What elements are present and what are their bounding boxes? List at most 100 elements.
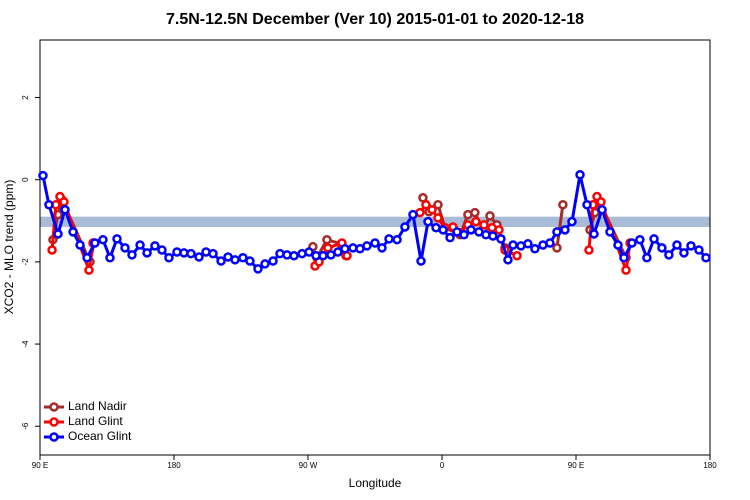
point (47, 245, 57, 255)
point (75, 240, 85, 250)
point (433, 200, 443, 210)
point (605, 227, 615, 237)
point (589, 229, 599, 239)
point (433, 213, 443, 223)
point (664, 250, 674, 260)
point (619, 253, 629, 263)
legend-marker (49, 402, 59, 412)
point (318, 250, 328, 261)
point (523, 239, 533, 249)
legend-marker (49, 432, 59, 442)
point (260, 259, 270, 269)
point (289, 250, 299, 261)
reference-band (40, 216, 710, 227)
point (416, 256, 426, 266)
point (112, 234, 122, 244)
point (142, 248, 152, 258)
point (545, 238, 555, 248)
legend-marker (49, 417, 59, 427)
x-tick-label: 90 E (568, 461, 584, 470)
point (421, 200, 431, 210)
y-tick-label: -4 (21, 340, 30, 348)
y-tick-label: 0 (21, 177, 30, 182)
point (552, 227, 562, 237)
point (150, 241, 160, 251)
point (362, 241, 372, 251)
point (657, 243, 667, 253)
chart-title: 7.5N-12.5N December (Ver 10) 2015-01-01 … (166, 11, 584, 28)
point (479, 220, 489, 230)
point (408, 209, 418, 220)
point (194, 252, 204, 262)
point (427, 204, 437, 215)
point (466, 225, 476, 235)
point (304, 247, 314, 257)
point (164, 253, 174, 263)
point (98, 234, 108, 245)
point (445, 232, 455, 243)
point (459, 230, 469, 240)
point (635, 234, 645, 245)
point (208, 248, 218, 259)
point (392, 234, 402, 245)
y-tick-label: -2 (21, 258, 30, 266)
point (627, 238, 637, 248)
point (530, 243, 540, 254)
y-axis-label: XCO2 - MLO trend (ppm) (2, 180, 16, 315)
point (59, 197, 69, 207)
point (82, 253, 92, 263)
point (596, 197, 606, 207)
point (584, 245, 594, 255)
point (135, 240, 145, 250)
point (560, 225, 570, 235)
y-tick-label: -6 (21, 422, 30, 430)
point (127, 250, 137, 260)
point (105, 253, 115, 263)
point (157, 245, 167, 255)
x-tick-label: 90 W (299, 461, 318, 470)
legend-label: Ocean Glint (68, 429, 132, 443)
x-tick-label: 180 (167, 461, 181, 470)
point (621, 265, 631, 275)
point (340, 243, 350, 254)
point (485, 211, 495, 221)
point (60, 204, 70, 215)
point (613, 240, 623, 250)
point (253, 264, 263, 274)
point (44, 200, 54, 210)
point (597, 204, 607, 215)
point (38, 170, 48, 181)
point (582, 200, 592, 210)
point (503, 255, 513, 265)
x-tick-label: 0 (440, 461, 445, 470)
point (642, 253, 652, 263)
point (508, 240, 518, 250)
point (245, 256, 255, 266)
x-axis-label: Longitude (349, 476, 402, 490)
point (384, 234, 394, 244)
point (470, 207, 480, 218)
point (552, 243, 562, 253)
legend-label: Land Glint (68, 414, 123, 428)
point (672, 240, 682, 250)
point (575, 170, 585, 180)
point (84, 265, 94, 275)
point (322, 234, 332, 245)
x-tick-label: 90 E (32, 461, 48, 470)
point (649, 234, 659, 244)
point (230, 255, 240, 265)
point (216, 256, 226, 266)
point (333, 247, 343, 257)
point (488, 231, 498, 241)
point (679, 248, 689, 258)
point (238, 253, 248, 263)
point (496, 234, 506, 244)
point (400, 222, 410, 232)
point (512, 250, 522, 261)
y-tick-label: 2 (21, 95, 30, 100)
point (471, 216, 481, 227)
point (120, 243, 130, 253)
point (494, 225, 504, 235)
point (694, 245, 704, 255)
